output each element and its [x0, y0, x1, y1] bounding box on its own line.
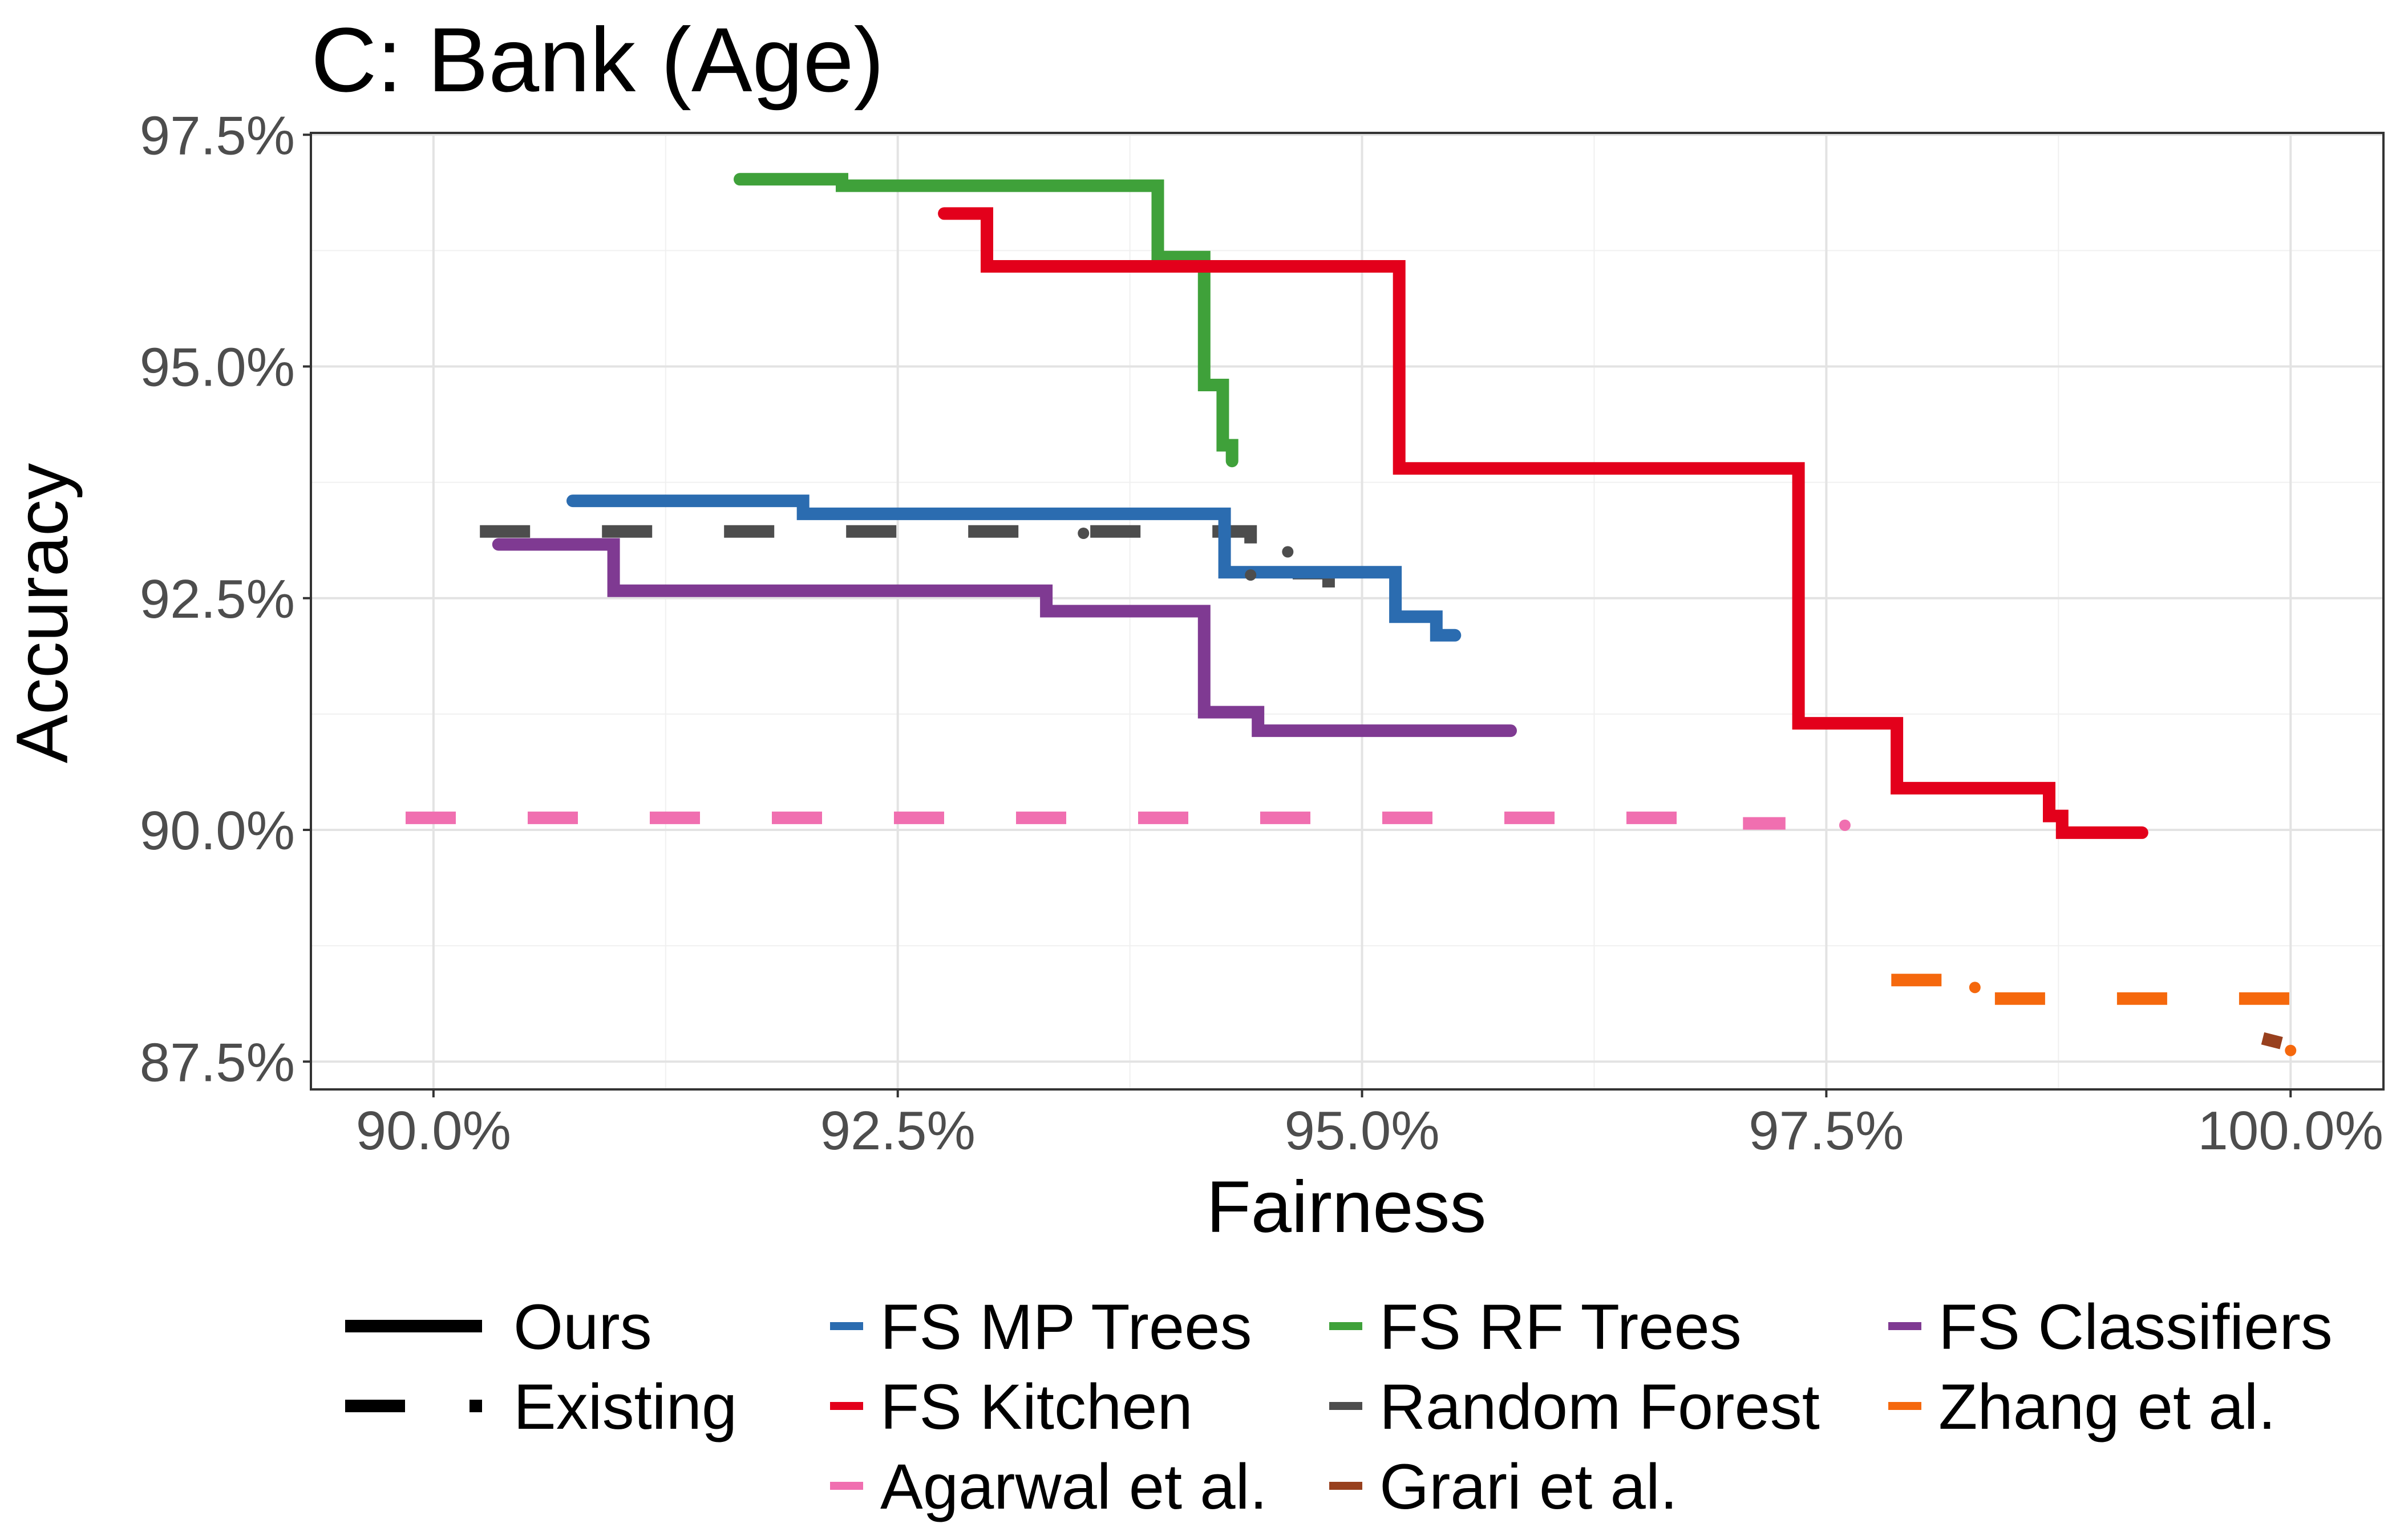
legend-label-random-forest: Random Forest [1379, 1371, 1820, 1442]
legend-label-fs-mp-trees: FS MP Trees [880, 1291, 1252, 1363]
legend: Ours FS MP Trees FS RF Trees FS Classifiers… [345, 1291, 2333, 1522]
legend-label-fs-kitchen: FS Kitchen [880, 1371, 1193, 1442]
y-tick-label: 87.5% [140, 1032, 295, 1093]
x-axis-title: Fairness [1207, 1166, 1487, 1248]
series-point-zhang-et-al [2285, 1044, 2297, 1056]
y-axis-title: Accuracy [2, 463, 83, 763]
series-line-fs-mp-trees [566, 495, 1462, 642]
series-line-fs-classifiers [492, 538, 1517, 737]
legend-item-zhang-et-al: Zhang et al. [1888, 1371, 2276, 1442]
x-tick-label: 100.0% [2197, 1100, 2383, 1161]
series-line-agarwal-et-al [406, 811, 1786, 830]
legend-item-grari-et-al: Grari et al. [1329, 1451, 1678, 1522]
legend-label-agarwal-et-al: Agarwal et al. [880, 1451, 1268, 1522]
series-point-random-forest [1282, 546, 1294, 558]
series-line-fs-rf-trees [734, 173, 1239, 468]
y-tick-label: 90.0% [140, 800, 295, 861]
grid [311, 133, 2383, 1089]
legend-label-ours: Ours [513, 1291, 652, 1363]
legend-label-grari-et-al: Grari et al. [1379, 1451, 1678, 1522]
legend-label-fs-rf-trees: FS RF Trees [1379, 1291, 1742, 1363]
series-point-random-forest [1245, 569, 1257, 581]
x-tick-label: 92.5% [820, 1100, 976, 1161]
x-tick-label: 97.5% [1749, 1100, 1904, 1161]
series-point-grari-et-al [2270, 1035, 2282, 1047]
legend-item-existing: Existing [345, 1371, 737, 1442]
legend-label-zhang-et-al: Zhang et al. [1938, 1371, 2276, 1442]
chart-title: C: Bank (Age) [311, 9, 884, 111]
legend-item-random-forest: Random Forest [1329, 1371, 1820, 1442]
y-tick-label: 97.5% [140, 105, 295, 166]
series-line-zhang-et-al [1891, 974, 2291, 1005]
x-tick-label: 95.0% [1284, 1100, 1439, 1161]
legend-item-ours: Ours [345, 1291, 652, 1363]
series-point-random-forest [1078, 528, 1090, 539]
legend-item-agarwal-et-al: Agarwal et al. [830, 1451, 1268, 1522]
axes: 90.0% 92.5% 95.0% 97.5% 100.0% 87.5% 90.0% 92.5… [140, 105, 2383, 1161]
legend-item-fs-kitchen: FS Kitchen [830, 1371, 1193, 1442]
panel-border [310, 132, 2385, 1091]
series-point-zhang-et-al [1969, 982, 1981, 994]
legend-label-fs-classifiers: FS Classifiers [1938, 1291, 2333, 1363]
series-line-fs-kitchen [938, 207, 2148, 839]
legend-item-fs-classifiers: FS Classifiers [1888, 1291, 2333, 1363]
y-tick-label: 92.5% [140, 569, 295, 630]
series-point-agarwal-et-al [1839, 819, 1851, 831]
legend-item-fs-mp-trees: FS MP Trees [830, 1291, 1252, 1363]
series-layer [406, 173, 2297, 1056]
x-tick-label: 90.0% [356, 1100, 511, 1161]
legend-label-existing: Existing [513, 1371, 737, 1442]
legend-item-fs-rf-trees: FS RF Trees [1329, 1291, 1742, 1363]
y-tick-label: 95.0% [140, 337, 295, 398]
